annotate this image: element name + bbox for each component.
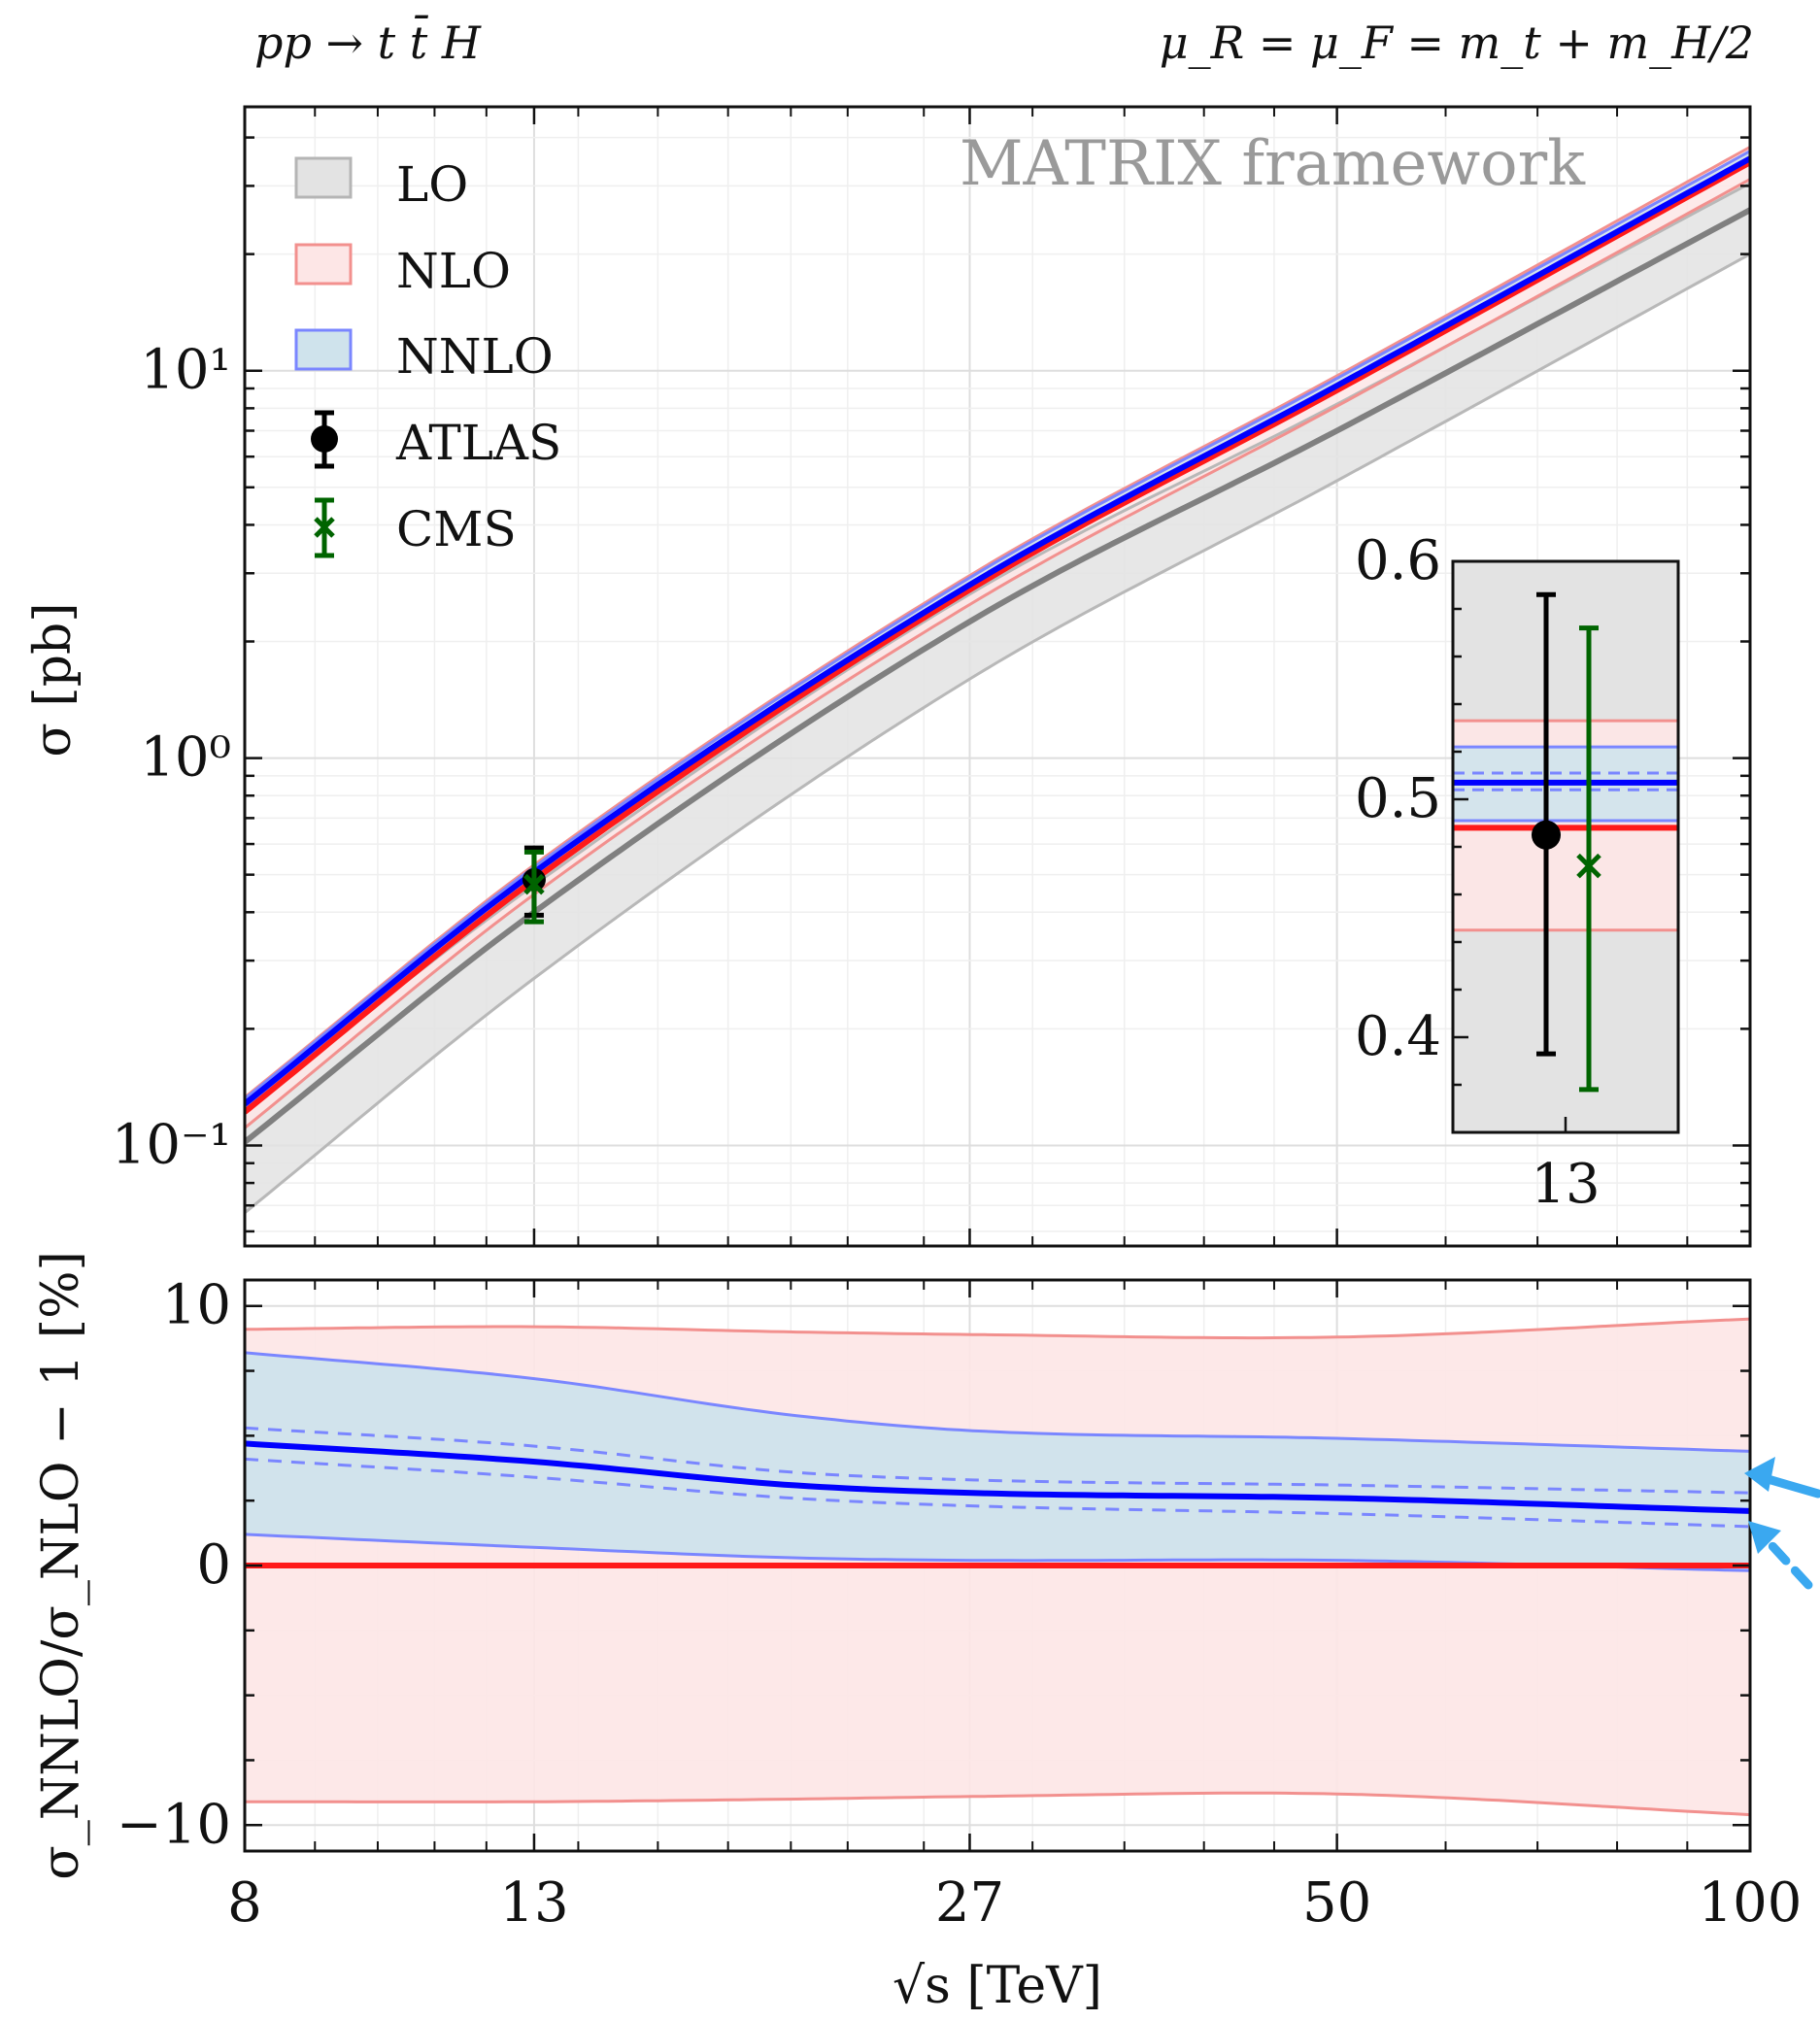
ratio-y-tick-label: 0 xyxy=(196,1533,231,1597)
ratio-x-tick-label: 50 xyxy=(1302,1871,1371,1935)
ratio-dashed-upper-nnlo xyxy=(245,1426,1750,1495)
legend-label-cms: CMS xyxy=(396,501,517,557)
ratio-x-tick-label: 13 xyxy=(499,1871,568,1935)
legend-label-nnlo: NNLO xyxy=(396,328,554,385)
ratio-edge-lower-nlo xyxy=(245,1791,1750,1817)
arrow-icon-lower xyxy=(1748,1521,1813,1590)
process-label: pp → t t̄ H xyxy=(254,14,482,69)
line-lo xyxy=(245,207,1750,1145)
legend-swatch-nlo xyxy=(294,243,353,286)
ratio-y-tick-label: −10 xyxy=(117,1793,231,1856)
line-nlo xyxy=(245,159,1750,1115)
main-panel: 10⁻¹ 10⁰ 10¹ MATRIX framework σ [pb] LO NL… xyxy=(24,105,1752,1248)
inset-point-cms-marker xyxy=(1576,853,1601,879)
legend-marker-atlas xyxy=(311,410,338,469)
main-ylabel: σ [pb] xyxy=(24,602,83,757)
ratio-edge-upper-nnlo xyxy=(245,1351,1750,1453)
ratio-xlabel: √s [TeV] xyxy=(893,1957,1102,2015)
callout-arrows xyxy=(1744,1457,1820,1590)
ratio-y-tick-label: 10 xyxy=(162,1274,231,1337)
legend-label-nlo: NLO xyxy=(396,243,511,299)
ratio-band-nnlo xyxy=(245,1352,1750,1571)
inset-y-tick-label: 0.4 xyxy=(1355,1005,1441,1068)
band-edge-lower-nlo xyxy=(245,178,1750,1129)
inset-y-tick-label: 0.6 xyxy=(1355,529,1441,592)
band-lo xyxy=(245,183,1750,1213)
inset-point-atlas-marker xyxy=(1532,820,1561,850)
point-cms-marker xyxy=(523,873,545,895)
arrow-icon-upper xyxy=(1744,1457,1820,1499)
legend: LO NLO NNLO ATLAS CMS xyxy=(294,156,561,558)
main-y-tick-label: 10⁰ xyxy=(140,726,231,790)
legend-marker-cms xyxy=(314,497,335,558)
ratio-dashed-lower-nnlo xyxy=(245,1457,1750,1529)
ratio-lines xyxy=(245,1317,1750,1817)
ratio-x-tick-label: 100 xyxy=(1699,1871,1803,1935)
main-y-tick-label: 10¹ xyxy=(140,339,231,402)
legend-label-atlas: ATLAS xyxy=(395,415,561,471)
ratio-x-tick-label: 8 xyxy=(227,1871,262,1935)
main-y-tick-label: 10⁻¹ xyxy=(112,1113,231,1176)
watermark: MATRIX framework xyxy=(960,128,1586,200)
line-nnlo xyxy=(245,155,1750,1107)
main-points xyxy=(522,845,546,925)
band-edge-lower-lo xyxy=(245,253,1750,1214)
ratio-x-tick-label: 27 xyxy=(935,1871,1004,1935)
band-edge-upper-nlo xyxy=(245,146,1750,1099)
main-lines xyxy=(245,146,1750,1214)
ratio-ylabel: σ_NNLO/σ_NLO − 1 [%] xyxy=(32,1251,90,1880)
band-edge-upper-nnlo xyxy=(245,150,1750,1100)
scale-label: μ_R = μ_F = m_t + m_H/2 xyxy=(1160,17,1754,69)
inset-x-tick-label: 13 xyxy=(1531,1153,1600,1216)
main-frame xyxy=(243,105,1752,1248)
ratio-edge-upper-nlo xyxy=(245,1317,1750,1340)
main-y-tick-labels: 10⁻¹ 10⁰ 10¹ xyxy=(112,339,231,1177)
ratio-line-nnlo xyxy=(245,1440,1750,1514)
legend-label-lo: LO xyxy=(396,156,468,213)
legend-swatch-nnlo xyxy=(294,328,353,371)
main-ticks xyxy=(243,107,1752,1246)
legend-swatch-lo xyxy=(294,156,353,199)
inset-ticks: 0.4 0.5 0.6 13 xyxy=(1355,529,1601,1216)
inset-panel: 0.4 0.5 0.6 13 xyxy=(1355,529,1680,1216)
ratio-ticks xyxy=(243,1280,1752,1851)
ratio-panel: −10 0 10 8 13 27 50 100 σ_NNLO/σ_NLO − 1 [%] √s… xyxy=(32,1251,1802,2015)
inset-points xyxy=(1532,591,1601,1093)
ratio-tick-labels: −10 0 10 8 13 27 50 100 xyxy=(117,1274,1803,1935)
inset-y-tick-label: 0.5 xyxy=(1355,767,1441,830)
inset-body xyxy=(1453,561,1678,1132)
